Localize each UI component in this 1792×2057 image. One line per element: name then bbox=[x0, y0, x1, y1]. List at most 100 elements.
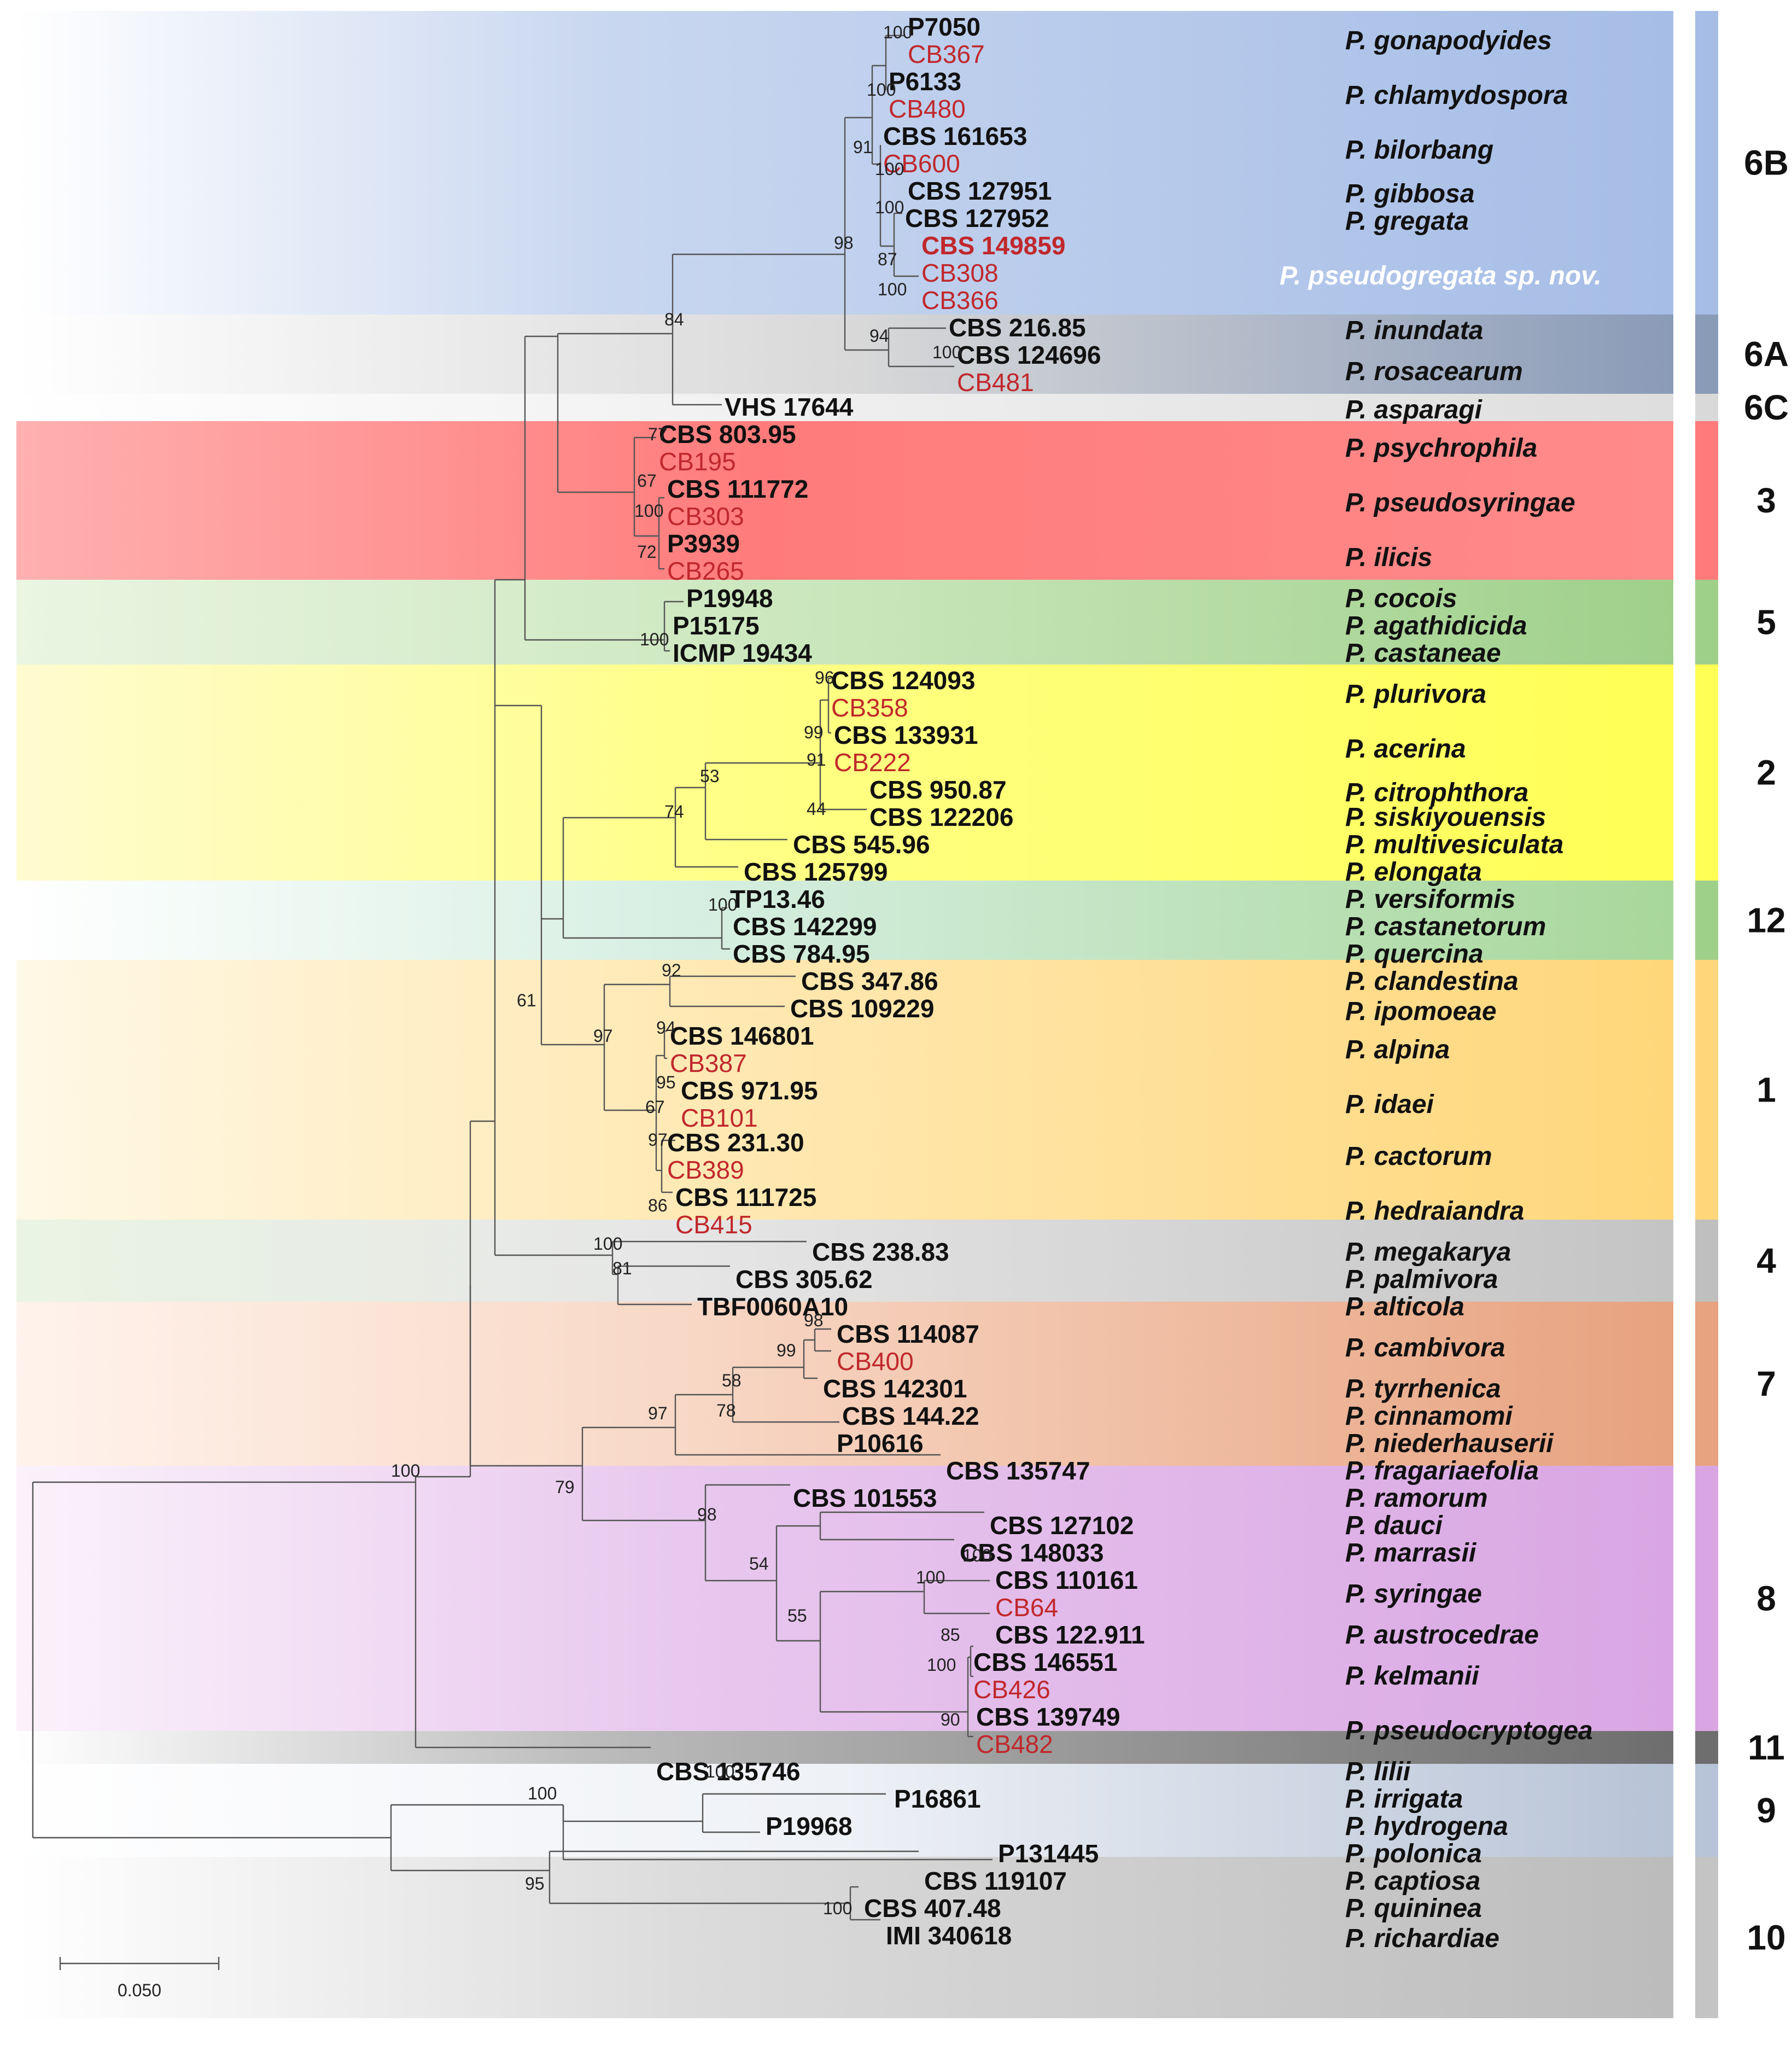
tip-CB426: CB426 bbox=[973, 1675, 1050, 1704]
tip-P19968: P19968 bbox=[766, 1812, 853, 1840]
bootstrap-value: 94 bbox=[656, 1018, 676, 1038]
bootstrap-value: 90 bbox=[941, 1710, 960, 1729]
tree-branches bbox=[32, 34, 993, 1970]
species-gonapodyides: P. gonapodyides bbox=[1345, 26, 1552, 55]
clade-label-12: 12 bbox=[1747, 901, 1785, 940]
bootstrap-value: 99 bbox=[777, 1341, 796, 1360]
tip-CBS971.95: CBS 971.95 bbox=[681, 1076, 818, 1105]
bootstrap-value: 100 bbox=[932, 342, 961, 362]
clade-label-3: 3 bbox=[1756, 481, 1776, 520]
clade-stripe-8 bbox=[1695, 1466, 1718, 1731]
tip-CBS146801: CBS 146801 bbox=[670, 1022, 814, 1050]
tip-CBS803.95: CBS 803.95 bbox=[659, 420, 796, 448]
bootstrap-value: 72 bbox=[637, 542, 657, 562]
tip-CBS146551: CBS 146551 bbox=[973, 1648, 1117, 1676]
tip-CBS149859: CBS 149859 bbox=[921, 231, 1065, 260]
tip-CB64: CB64 bbox=[995, 1593, 1058, 1622]
tip-CB600: CB600 bbox=[883, 149, 960, 178]
tip-CBS238.83: CBS 238.83 bbox=[812, 1238, 949, 1266]
tip-CBS110161: CBS 110161 bbox=[995, 1566, 1138, 1594]
clade-band-12 bbox=[16, 881, 1673, 960]
species-cocois: P. cocois bbox=[1345, 584, 1457, 613]
species-palmivora: P. palmivora bbox=[1345, 1265, 1498, 1294]
species-hydrogena: P. hydrogena bbox=[1345, 1812, 1508, 1841]
tip-CBS135747: CBS 135747 bbox=[946, 1456, 1090, 1485]
clade-stripe-2 bbox=[1695, 665, 1718, 881]
species-syringae: P. syringae bbox=[1345, 1580, 1482, 1609]
clade-stripe-5 bbox=[1695, 580, 1718, 665]
tip-CB400: CB400 bbox=[837, 1347, 914, 1376]
tip-CBS148033: CBS 148033 bbox=[960, 1539, 1104, 1567]
tip-CBS407.48: CBS 407.48 bbox=[864, 1894, 1001, 1922]
tip-CB367: CB367 bbox=[908, 40, 985, 68]
clade-label-6C: 6C bbox=[1744, 388, 1789, 427]
clade-stripe-6A bbox=[1695, 314, 1718, 394]
tip-P7050: P7050 bbox=[908, 13, 980, 41]
bootstrap-value: 54 bbox=[749, 1554, 769, 1574]
tip-CBS216.85: CBS 216.85 bbox=[949, 313, 1086, 342]
bootstrap-value: 97 bbox=[593, 1026, 613, 1046]
tip-ICMP19434: ICMP 19434 bbox=[673, 639, 812, 667]
tip-CBS142301: CBS 142301 bbox=[823, 1374, 967, 1403]
clade-band-4 bbox=[16, 1220, 1673, 1302]
bootstrap-value: 91 bbox=[807, 750, 826, 770]
species-fragariaefolia: P. fragariaefolia bbox=[1345, 1456, 1539, 1485]
bootstrap-value: 92 bbox=[662, 960, 681, 980]
clade-label-5: 5 bbox=[1756, 603, 1776, 642]
bootstrap-value: 67 bbox=[637, 471, 657, 491]
clade-band-2 bbox=[16, 665, 1673, 881]
tip-CBS111772: CBS 111772 bbox=[667, 475, 808, 503]
species-polonica: P. polonica bbox=[1345, 1839, 1482, 1868]
clade-label-7: 7 bbox=[1756, 1364, 1776, 1403]
species-lilii: P. lilii bbox=[1345, 1757, 1411, 1786]
species-siskiyouensis: P. siskiyouensis bbox=[1345, 803, 1546, 832]
tip-P6133: P6133 bbox=[889, 67, 961, 96]
bootstrap-value: 98 bbox=[804, 1310, 824, 1330]
bootstrap-value: 87 bbox=[878, 249, 897, 269]
bootstrap-value: 97 bbox=[648, 1130, 668, 1150]
tip-CBS124696: CBS 124696 bbox=[957, 341, 1101, 369]
tip-CB366: CB366 bbox=[921, 286, 999, 314]
species-elongata: P. elongata bbox=[1345, 858, 1482, 887]
species-quininea: P. quininea bbox=[1345, 1894, 1482, 1923]
bootstrap-value: 99 bbox=[804, 722, 824, 742]
clade-label-11: 11 bbox=[1748, 1728, 1785, 1767]
tip-CBS119107: CBS 119107 bbox=[924, 1867, 1067, 1895]
bootstrap-value: 100 bbox=[634, 501, 663, 521]
species-captiosa: P. captiosa bbox=[1345, 1867, 1480, 1896]
species-cinnamomi: P. cinnamomi bbox=[1345, 1402, 1514, 1431]
bootstrap-value: 67 bbox=[645, 1097, 665, 1117]
tip-CB265: CB265 bbox=[667, 557, 744, 585]
tip-CB482: CB482 bbox=[976, 1730, 1053, 1758]
bootstrap-value: 100 bbox=[640, 630, 669, 649]
tip-CBS114087: CBS 114087 bbox=[837, 1320, 979, 1348]
bootstrap-value: 95 bbox=[656, 1073, 676, 1092]
tip-CBS122206: CBS 122206 bbox=[869, 803, 1013, 831]
tip-CBS122.911: CBS 122.911 bbox=[995, 1621, 1145, 1649]
tip-CBS144.22: CBS 144.22 bbox=[842, 1402, 979, 1430]
species-rosacearum: P. rosacearum bbox=[1345, 357, 1523, 386]
species-alticola: P. alticola bbox=[1345, 1292, 1464, 1321]
bootstrap-value: 100 bbox=[528, 1784, 557, 1803]
scale-bar-label: 0.050 bbox=[118, 1980, 161, 2000]
clade-band-9 bbox=[16, 1764, 1673, 1857]
species-inundata: P. inundata bbox=[1345, 316, 1484, 345]
species-kelmanii: P. kelmanii bbox=[1345, 1662, 1480, 1691]
bootstrap-value: 61 bbox=[517, 990, 536, 1010]
bootstrap-value: 79 bbox=[555, 1477, 575, 1497]
tip-P19948: P19948 bbox=[686, 584, 773, 613]
tip-CB222: CB222 bbox=[834, 748, 911, 777]
clade-stripe-9 bbox=[1695, 1764, 1718, 1857]
tip-CBS133931: CBS 133931 bbox=[834, 721, 978, 749]
tip-CBS950.87: CBS 950.87 bbox=[869, 776, 1007, 804]
clade-stripe-6B bbox=[1695, 11, 1718, 314]
tip-CB481: CB481 bbox=[957, 368, 1034, 397]
tip-CBS125799: CBS 125799 bbox=[744, 858, 888, 886]
bootstrap-value: 100 bbox=[916, 1567, 945, 1587]
bootstrap-value: 100 bbox=[823, 1898, 852, 1918]
bootstrap-value: 91 bbox=[853, 137, 873, 157]
species-acerina: P. acerina bbox=[1345, 735, 1466, 764]
clade-band-7 bbox=[16, 1302, 1673, 1466]
bootstrap-value: 98 bbox=[697, 1505, 717, 1524]
